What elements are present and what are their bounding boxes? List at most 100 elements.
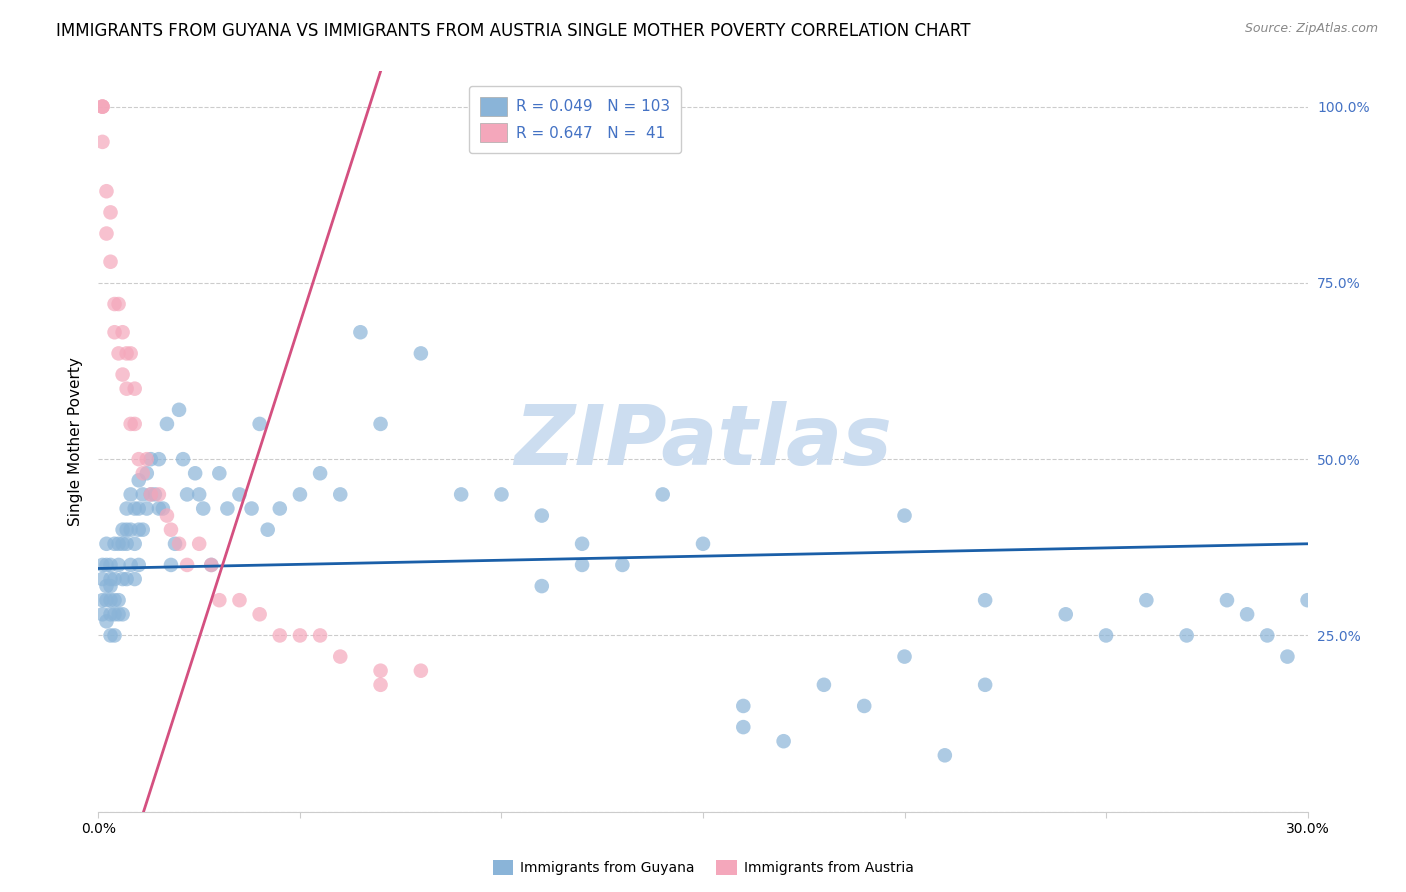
- Point: [1296, 593, 1319, 607]
- Point: [156, 417, 179, 431]
- Point: [100, 572, 122, 586]
- Point: [107, 607, 129, 622]
- Point: [450, 487, 472, 501]
- Point: [1277, 649, 1299, 664]
- Y-axis label: Single Mother Poverty: Single Mother Poverty: [67, 357, 83, 526]
- Point: [269, 501, 291, 516]
- Point: [111, 537, 134, 551]
- Text: IMMIGRANTS FROM GUYANA VS IMMIGRANTS FROM AUSTRIA SINGLE MOTHER POVERTY CORRELAT: IMMIGRANTS FROM GUYANA VS IMMIGRANTS FRO…: [56, 22, 970, 40]
- Point: [115, 346, 138, 360]
- Point: [115, 382, 138, 396]
- Point: [128, 523, 150, 537]
- Point: [128, 558, 150, 572]
- Point: [329, 487, 352, 501]
- Point: [120, 417, 142, 431]
- Point: [128, 501, 150, 516]
- Point: [135, 501, 157, 516]
- Point: [91, 135, 114, 149]
- Point: [135, 452, 157, 467]
- Text: Source: ZipAtlas.com: Source: ZipAtlas.com: [1244, 22, 1378, 36]
- Point: [156, 508, 179, 523]
- Point: [143, 487, 166, 501]
- Point: [96, 227, 118, 241]
- Point: [172, 452, 194, 467]
- Point: [409, 346, 432, 360]
- Point: [91, 572, 114, 586]
- Point: [184, 467, 207, 481]
- Point: [309, 467, 332, 481]
- Point: [107, 537, 129, 551]
- Point: [152, 501, 174, 516]
- Point: [132, 467, 155, 481]
- Point: [120, 487, 142, 501]
- Point: [111, 325, 134, 339]
- Point: [530, 579, 553, 593]
- Point: [167, 537, 190, 551]
- Point: [128, 452, 150, 467]
- Point: [115, 572, 138, 586]
- Point: [1216, 593, 1239, 607]
- Point: [111, 572, 134, 586]
- Point: [115, 501, 138, 516]
- Point: [288, 628, 311, 642]
- Point: [176, 487, 198, 501]
- Point: [100, 579, 122, 593]
- Point: [120, 558, 142, 572]
- Point: [853, 698, 876, 713]
- Point: [651, 487, 673, 501]
- Point: [148, 452, 170, 467]
- Point: [100, 593, 122, 607]
- Legend: R = 0.049   N = 103, R = 0.647   N =  41: R = 0.049 N = 103, R = 0.647 N = 41: [468, 87, 681, 153]
- Point: [228, 593, 250, 607]
- Point: [974, 678, 997, 692]
- Point: [96, 593, 118, 607]
- Point: [139, 452, 162, 467]
- Point: [132, 523, 155, 537]
- Point: [100, 205, 122, 219]
- Point: [160, 558, 183, 572]
- Point: [733, 698, 755, 713]
- Point: [772, 734, 794, 748]
- Point: [167, 402, 190, 417]
- Point: [100, 607, 122, 622]
- Point: [120, 523, 142, 537]
- Point: [135, 467, 157, 481]
- Point: [107, 593, 129, 607]
- Point: [91, 100, 114, 114]
- Point: [103, 607, 125, 622]
- Point: [91, 100, 114, 114]
- Point: [124, 501, 146, 516]
- Point: [491, 487, 513, 501]
- Point: [1256, 628, 1278, 642]
- Point: [96, 579, 118, 593]
- Point: [148, 501, 170, 516]
- Point: [188, 537, 211, 551]
- Point: [370, 664, 392, 678]
- Point: [256, 523, 278, 537]
- Point: [228, 487, 250, 501]
- Point: [200, 558, 222, 572]
- Point: [249, 417, 271, 431]
- Point: [571, 558, 593, 572]
- Point: [309, 628, 332, 642]
- Point: [1135, 593, 1157, 607]
- Point: [217, 501, 239, 516]
- Point: [370, 678, 392, 692]
- Point: [1095, 628, 1118, 642]
- Point: [115, 523, 138, 537]
- Point: [120, 346, 142, 360]
- Point: [91, 100, 114, 114]
- Point: [96, 615, 118, 629]
- Point: [370, 417, 392, 431]
- Point: [163, 537, 186, 551]
- Point: [249, 607, 271, 622]
- Point: [91, 607, 114, 622]
- Legend: Immigrants from Guyana, Immigrants from Austria: Immigrants from Guyana, Immigrants from …: [486, 855, 920, 880]
- Point: [208, 593, 231, 607]
- Point: [124, 382, 146, 396]
- Point: [100, 254, 122, 268]
- Point: [115, 537, 138, 551]
- Point: [269, 628, 291, 642]
- Point: [124, 417, 146, 431]
- Point: [813, 678, 835, 692]
